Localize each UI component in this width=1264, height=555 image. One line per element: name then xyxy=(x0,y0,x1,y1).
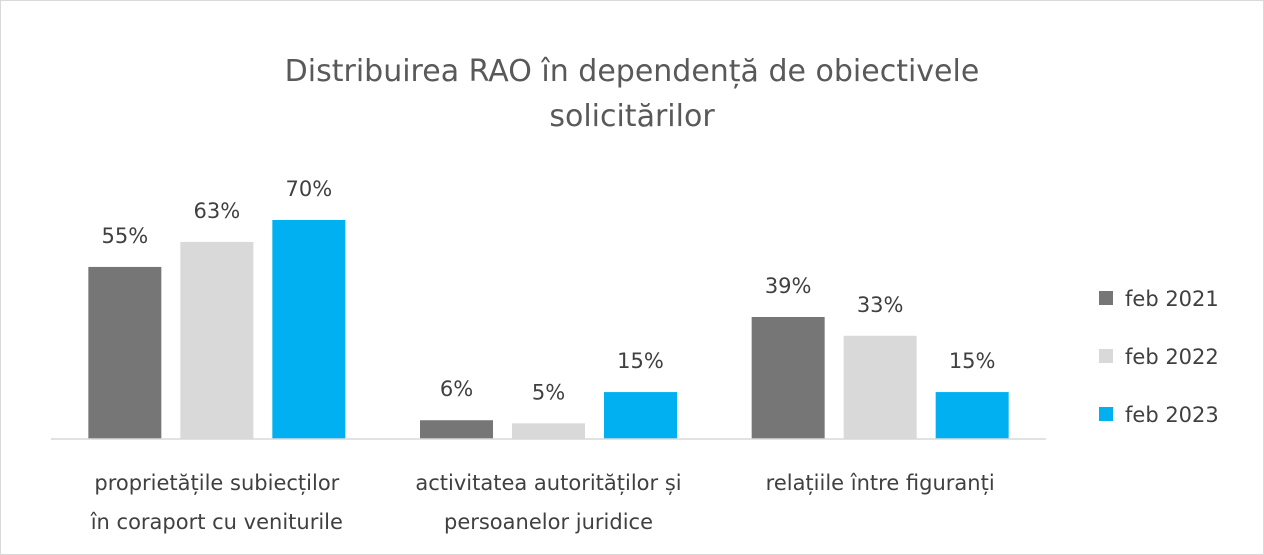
data-label: 6% xyxy=(440,377,473,401)
bar xyxy=(88,266,162,439)
bar xyxy=(420,420,493,439)
legend-swatch xyxy=(1099,291,1113,305)
data-label: 55% xyxy=(101,224,148,248)
data-label: 15% xyxy=(949,349,996,373)
data-label: 39% xyxy=(765,274,812,298)
bar xyxy=(604,392,677,439)
legend-label: feb 2023 xyxy=(1125,403,1219,427)
data-label: 5% xyxy=(532,380,565,404)
data-label: 33% xyxy=(857,293,904,317)
bar xyxy=(272,220,346,439)
bar xyxy=(751,316,825,439)
bar xyxy=(843,335,917,439)
x-tick-label: activitatea autorităților și persoanelor… xyxy=(415,471,682,534)
data-label: 63% xyxy=(193,199,240,223)
legend-swatch xyxy=(1099,349,1113,363)
bar xyxy=(512,423,585,439)
bar xyxy=(180,241,254,439)
bar xyxy=(935,392,1009,439)
x-tick-label: proprietățile subiecților în coraport cu… xyxy=(90,471,343,534)
data-label: 15% xyxy=(617,349,664,373)
chart-title: Distribuirea RAO în dependență de obiect… xyxy=(284,54,980,134)
legend-label: feb 2022 xyxy=(1125,345,1219,369)
x-tick-label: relațiile între figuranți xyxy=(765,471,995,495)
legend-label: feb 2021 xyxy=(1125,287,1219,311)
data-label: 70% xyxy=(285,177,332,201)
legend-swatch xyxy=(1099,407,1113,421)
